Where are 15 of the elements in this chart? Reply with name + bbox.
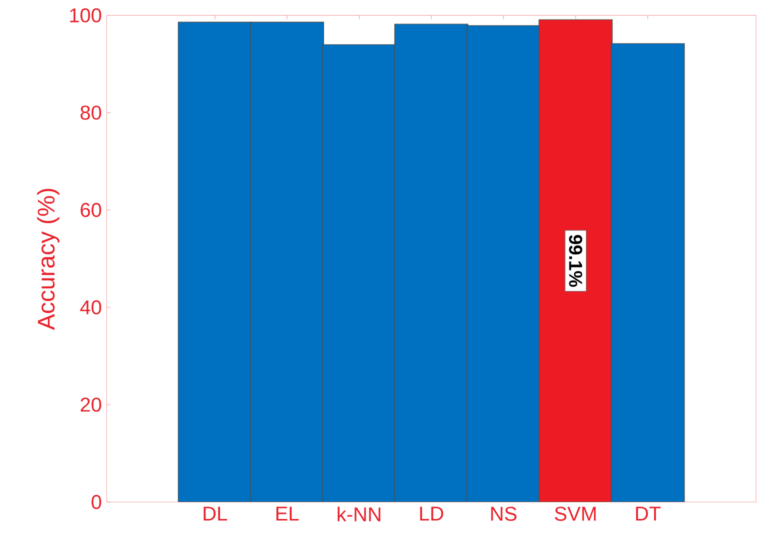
x-tick-label: EL (276, 506, 299, 520)
x-tick-label: NS (491, 506, 516, 521)
data-label: 99.1% (569, 235, 582, 287)
y-axis-title: Accuracy (%) (37, 188, 60, 330)
x-tick-label: DL (204, 506, 228, 520)
y-tick-label: 20 (80, 398, 102, 412)
x-tick-label: SVM (554, 506, 596, 521)
y-tick-label: 0 (92, 494, 102, 510)
y-tick-label: 80 (80, 106, 102, 120)
x-tick-label: k-NN (338, 506, 380, 522)
y-tick-label: 40 (80, 300, 102, 314)
y-tick-label: 100 (70, 8, 102, 22)
x-tick-label: DT (636, 506, 661, 520)
y-tick-label: 60 (80, 202, 102, 218)
x-tick-label: LD (420, 506, 444, 520)
